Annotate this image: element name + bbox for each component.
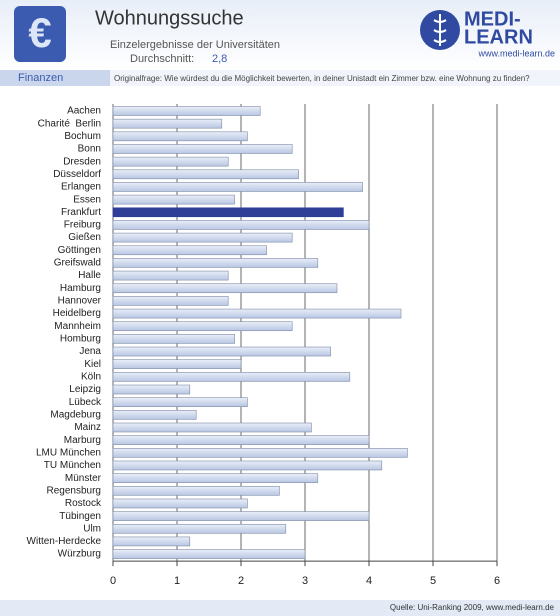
y-tick-label: Frankfurt [61,207,101,218]
bar [112,207,344,218]
y-tick-label: Heidelberg [53,308,101,319]
y-tick-label: Ulm [83,523,101,534]
y-tick-label: Freiburg [64,220,101,231]
y-tick-label: Leipzig [69,384,101,395]
y-tick-label: Regensburg [47,485,101,496]
x-tick-label: 3 [302,575,308,587]
bar [112,410,197,420]
question: Originalfrage: Wie würdest du die Möglic… [114,74,530,83]
bar [112,346,331,357]
bar [112,523,287,534]
bar [112,384,191,395]
y-tick-label: Dresden [63,156,101,167]
x-tick-label: 2 [238,575,244,587]
bar [112,372,351,382]
y-tick-label: Göttingen [58,245,101,256]
y-tick-label: Hannover [58,296,102,307]
y-tick-label: Essen [73,194,101,205]
bar [112,448,408,458]
bar [112,106,261,116]
bar [112,334,235,344]
y-tick-label: Aachen [67,106,101,117]
bar [112,270,229,281]
section: Finanzen [18,72,63,84]
y-tick-label: Witten-Herdecke [27,536,102,547]
bar [112,549,306,559]
y-tick-label: Halle [78,270,101,281]
bar [112,473,319,483]
bar [112,511,370,521]
bar [112,118,223,129]
logo-url: www.medi-learn.de [477,48,555,58]
y-tick-label: Tübingen [59,511,101,522]
icon-bg [14,6,66,62]
section-bg [0,70,110,86]
y-tick-label: Rostock [65,498,102,509]
y-tick-label: Bochum [64,131,101,142]
y-tick-label: Gießen [68,232,101,243]
bar [112,144,293,154]
bar [112,194,235,205]
bar [112,156,229,167]
bar [112,397,248,407]
bar [112,182,363,192]
y-tick-label: Jena [79,346,101,357]
bar [112,498,248,509]
x-tick-label: 6 [494,575,500,587]
y-tick-label: Münster [65,473,102,484]
source: Quelle: Uni-Ranking 2009, www.medi-learn… [390,603,555,612]
x-tick-label: 1 [174,575,180,587]
x-tick-label: 4 [366,575,372,587]
logo-top: MEDI- [464,8,521,30]
bar [112,131,248,142]
bar [112,258,319,268]
y-tick-label: Charité Berlin [38,118,101,129]
y-tick-label: LMU München [36,447,101,458]
bar [112,536,191,547]
y-tick-label: TU München [44,460,101,471]
bar [112,435,370,445]
y-tick-label: Magdeburg [50,409,101,420]
y-tick-label: Lübeck [69,397,102,408]
title: Wohnungssuche [95,7,244,29]
y-tick-label: Mainz [74,422,101,433]
y-tick-label: Würzburg [58,549,101,560]
y-tick-label: Bonn [78,144,101,155]
y-tick-label: Homburg [60,334,101,345]
y-tick-label: Marburg [64,435,101,446]
average-label: Durchschnitt: [130,53,194,65]
header-bg [0,0,560,70]
average: 2,8 [212,53,227,65]
bar [112,359,242,370]
logo-symbol [433,14,447,46]
bar [112,283,338,294]
bar [112,308,402,319]
bar [112,422,312,433]
x-tick-label: 5 [430,575,436,587]
y-tick-label: Köln [81,372,101,383]
logo-bottom: LEARN [464,26,533,48]
bar [112,245,267,256]
bar [112,460,383,471]
bar [112,169,299,180]
bar [112,485,280,496]
bar [112,232,293,243]
y-tick-label: Greifswald [54,258,101,269]
icon: € [28,9,51,56]
footer-bg [0,600,560,616]
y-tick-label: Erlangen [61,182,101,193]
y-tick-label: Kiel [84,359,101,370]
question-bg [110,70,560,86]
y-tick-label: Hamburg [60,283,101,294]
bar [112,321,293,332]
y-tick-label: Düsseldorf [53,169,101,180]
bar [112,296,229,306]
x-tick-label: 0 [110,575,116,587]
bar [112,220,370,230]
y-tick-label: Mannheim [54,321,101,332]
subtitle: Einzelergebnisse der Universitäten [110,39,280,51]
